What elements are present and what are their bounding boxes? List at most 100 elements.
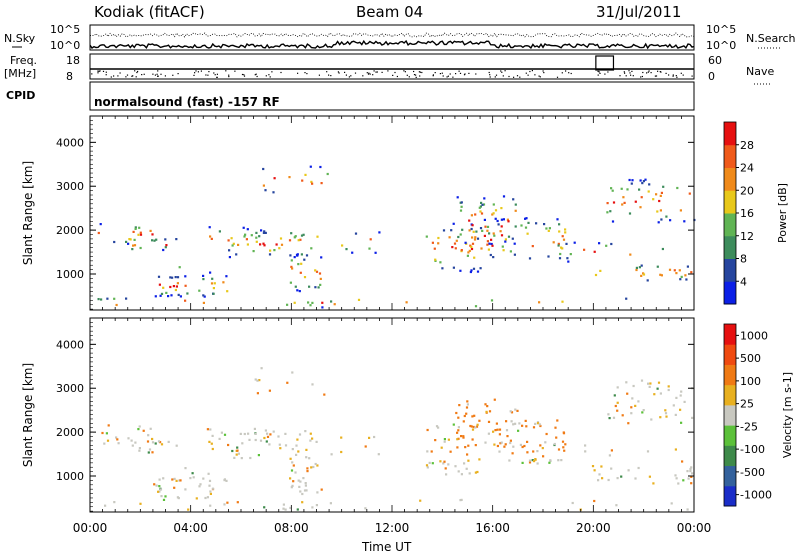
- nave-point: [216, 73, 218, 75]
- data-cell: [286, 381, 289, 384]
- nave-point: [225, 70, 227, 72]
- data-cell: [289, 457, 292, 460]
- nave-point: [280, 71, 282, 74]
- data-cell: [471, 415, 474, 418]
- data-cell: [195, 497, 198, 500]
- data-cell: [99, 223, 102, 226]
- data-cell: [612, 201, 616, 204]
- data-cell: [155, 484, 158, 487]
- data-cell: [125, 240, 128, 243]
- data-cell: [264, 231, 267, 234]
- data-cell: [511, 237, 514, 240]
- data-cell: [290, 469, 294, 472]
- y-axis-label: Slant Range [km]: [21, 363, 35, 467]
- data-cell: [591, 465, 595, 468]
- data-cell: [468, 219, 471, 222]
- data-cell: [301, 179, 304, 182]
- nave-point: [565, 70, 567, 72]
- data-cell: [426, 450, 429, 453]
- nave-point: [369, 73, 371, 75]
- nave-point: [463, 74, 466, 76]
- data-cell: [164, 238, 167, 241]
- data-cell: [630, 406, 633, 409]
- nave-point: [105, 71, 107, 73]
- nave-point: [126, 74, 129, 76]
- data-cell: [557, 244, 560, 247]
- data-cell: [639, 179, 642, 182]
- data-cell: [311, 301, 314, 304]
- nave-point: [691, 75, 693, 77]
- data-cell: [485, 410, 488, 413]
- nave-point: [135, 76, 137, 78]
- data-cell: [614, 404, 617, 408]
- data-cell: [491, 244, 494, 247]
- data-cell: [657, 381, 661, 384]
- data-cell: [561, 235, 564, 238]
- data-cell: [558, 223, 561, 226]
- nave-point: [117, 75, 119, 77]
- data-cell: [117, 442, 120, 445]
- nave-point: [458, 70, 460, 72]
- data-cell: [468, 472, 471, 475]
- station-title: Kodiak (fitACF): [94, 3, 205, 21]
- nave-point: [441, 72, 443, 74]
- data-cell: [688, 192, 691, 195]
- nave-point: [640, 76, 642, 78]
- nave-point: [542, 70, 544, 72]
- data-cell: [131, 248, 134, 251]
- data-cell: [310, 466, 313, 469]
- data-cell: [557, 459, 560, 462]
- data-cell: [290, 232, 293, 235]
- data-cell: [660, 191, 663, 194]
- colorbar-segment: [724, 167, 736, 191]
- nave-point: [160, 73, 162, 75]
- data-cell: [573, 241, 576, 244]
- data-cell: [456, 438, 459, 441]
- data-cell: [284, 432, 287, 435]
- colorbar-tick-label: 1000: [740, 329, 768, 342]
- data-cell: [157, 490, 160, 493]
- nave-point: [216, 76, 218, 78]
- data-cell: [487, 420, 491, 423]
- nave-point: [164, 75, 166, 77]
- data-cell: [538, 301, 541, 304]
- data-cell: [584, 450, 587, 453]
- nave-point: [419, 71, 421, 73]
- data-cell: [255, 231, 258, 234]
- data-cell: [309, 432, 312, 435]
- data-cell: [311, 383, 314, 386]
- colorbar-segment: [724, 213, 736, 237]
- data-cell: [153, 239, 156, 242]
- data-cell: [231, 244, 234, 247]
- data-cell: [532, 450, 535, 453]
- data-cell: [167, 440, 170, 443]
- data-cell: [490, 299, 494, 302]
- data-cell: [242, 226, 245, 229]
- data-cell: [186, 292, 189, 295]
- data-cell: [498, 450, 501, 453]
- data-cell: [498, 433, 501, 436]
- data-cell: [647, 382, 650, 385]
- data-cell: [254, 432, 257, 435]
- nave-point: [556, 76, 559, 78]
- data-cell: [608, 417, 611, 420]
- data-cell: [321, 306, 324, 309]
- noise-sky-label: N.Sky: [4, 32, 36, 45]
- data-cell: [490, 242, 493, 246]
- data-cell: [97, 231, 100, 235]
- nave-point: [387, 70, 389, 72]
- nave-point: [91, 73, 93, 75]
- data-cell: [474, 444, 477, 447]
- data-cell: [290, 486, 293, 489]
- data-cell: [211, 434, 214, 437]
- data-cell: [293, 256, 296, 259]
- data-cell: [255, 240, 258, 243]
- data-cell: [563, 449, 566, 452]
- data-cell: [128, 238, 131, 241]
- data-cell: [525, 425, 528, 428]
- nave-point: [676, 76, 678, 78]
- data-cell: [514, 408, 517, 411]
- data-cell: [147, 451, 150, 454]
- nave-point: [534, 74, 536, 76]
- ytick-label: 3000: [56, 382, 84, 395]
